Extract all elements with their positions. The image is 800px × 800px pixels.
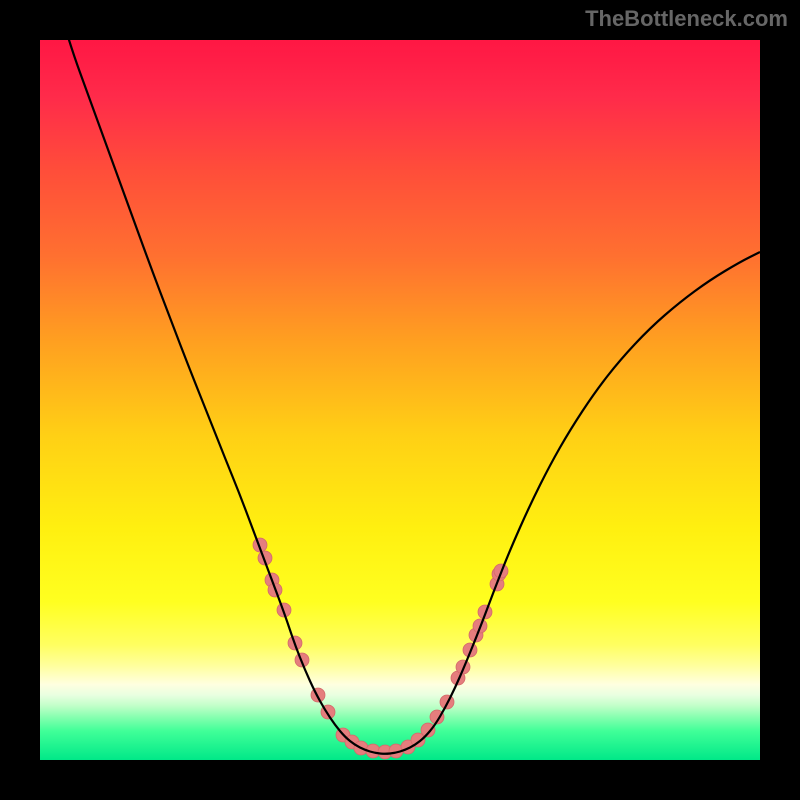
- curve-layer: [40, 40, 760, 760]
- markers-group: [253, 538, 508, 759]
- plot-area: [40, 40, 760, 760]
- bottleneck-curve: [60, 40, 760, 754]
- watermark-text: TheBottleneck.com: [585, 6, 788, 32]
